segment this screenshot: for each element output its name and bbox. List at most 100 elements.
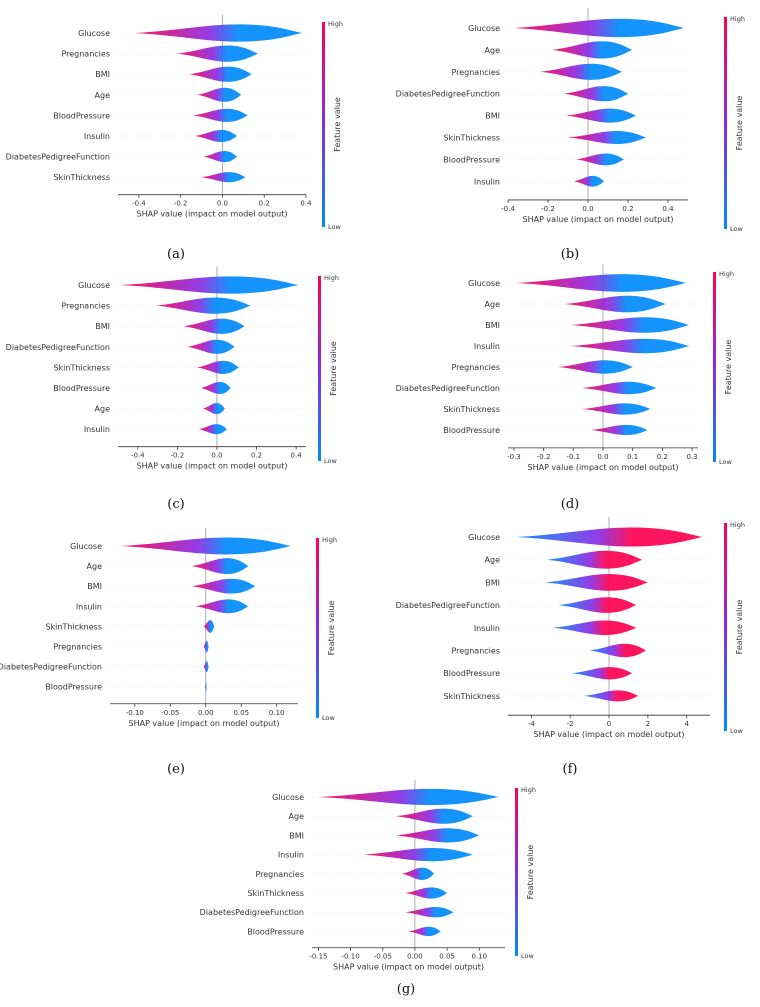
feature-label: BloodPressure (53, 384, 110, 393)
violin-glucose (514, 18, 684, 38)
feature-label: SkinThickness (247, 889, 304, 898)
panel-e: Glucose Age BMI Insulin SkinThickness Pregnan… (0, 527, 337, 777)
colorbar (318, 276, 321, 461)
x-axis-label: SHAP value (impact on model output) (534, 730, 685, 739)
x-tick-label: 0.2 (251, 452, 262, 460)
x-tick-label: 0.10 (269, 709, 285, 717)
violin-bmi (570, 317, 690, 333)
violin-bmi (544, 574, 648, 591)
colorbar (316, 538, 319, 718)
violin-skinthickness (405, 887, 448, 899)
colorbar-high-label: High (324, 274, 339, 282)
feature-label: Insulin (278, 851, 304, 860)
x-tick-label: 2 (646, 720, 650, 728)
colorbar-high-label: High (719, 270, 734, 278)
feature-label: SkinThickness (53, 173, 110, 182)
violin-insulin (552, 620, 637, 636)
violin-bloodpressure (201, 381, 231, 395)
violin-diabetespedigreefunction (203, 151, 238, 163)
x-axis-label: SHAP value (impact on model output) (137, 462, 288, 471)
x-tick-label: -0.10 (126, 709, 144, 717)
feature-label: Insulin (474, 624, 500, 633)
colorbar (515, 788, 518, 956)
violin-glucose (119, 276, 299, 294)
feature-label: Age (485, 300, 501, 309)
x-tick-label: -0.2 (541, 205, 555, 213)
feature-label: DiabetesPedigreeFunction (6, 153, 110, 162)
feature-label: Insulin (76, 602, 102, 611)
feature-label: BMI (485, 321, 500, 330)
x-tick-label: -0.05 (374, 953, 392, 961)
feature-label: BMI (95, 70, 110, 79)
x-tick-label: 0.4 (300, 200, 312, 208)
colorbar-title: Feature value (526, 845, 535, 900)
feature-label: DiabetesPedigreeFunction (396, 601, 500, 610)
x-tick-label: -2 (567, 720, 574, 728)
violin-insulin (195, 129, 238, 143)
feature-label: DiabetesPedigreeFunction (0, 663, 102, 672)
violin-insulin (199, 424, 227, 435)
feature-label: Age (87, 562, 103, 571)
feature-label: BloodPressure (53, 111, 110, 120)
feature-label: DiabetesPedigreeFunction (396, 384, 500, 393)
panel-caption: (a) (167, 247, 185, 262)
violin-bloodpressure (408, 926, 441, 937)
x-tick-label: 0.2 (259, 200, 270, 208)
feature-label: Age (95, 405, 111, 414)
x-tick-label: -0.1 (566, 453, 580, 461)
feature-label: Pregnancies (451, 363, 500, 372)
feature-label: Age (289, 812, 305, 821)
violin-bmi (189, 66, 252, 82)
violin-insulin (574, 175, 604, 187)
violin-diabetespedigreefunction (582, 381, 657, 395)
violin-bloodpressure (193, 108, 248, 122)
colorbar-high-label: High (730, 521, 745, 529)
panel-f: Glucose Age BMI DiabetesPedigreeFunction Ins… (396, 516, 745, 777)
colorbar-low-label: Low (322, 714, 335, 722)
violin-diabetespedigreefunction (203, 661, 209, 673)
violin-diabetespedigreefunction (558, 597, 637, 613)
feature-label: Insulin (84, 425, 110, 434)
x-tick-label: -0.4 (132, 200, 146, 208)
violin-insulin (195, 599, 249, 614)
feature-label: Pregnancies (451, 68, 500, 77)
colorbar-low-label: Low (521, 952, 534, 960)
violin-skinthickness (583, 690, 639, 702)
colorbar (713, 272, 716, 462)
colorbar-title: Feature value (735, 96, 744, 151)
violin-glucose (516, 274, 687, 292)
violin-insulin (363, 847, 473, 862)
panel-caption: (b) (561, 247, 579, 262)
violin-skinthickness (568, 131, 646, 144)
x-tick-label: 0.0 (217, 200, 228, 208)
colorbar-title: Feature value (333, 97, 342, 152)
colorbar (724, 523, 727, 731)
x-tick-label: 0.00 (407, 953, 423, 961)
violin-diabetespedigreefunction (564, 86, 628, 102)
x-tick-label: 0.05 (233, 709, 249, 717)
feature-label: SkinThickness (45, 622, 102, 631)
colorbar-low-label: Low (730, 727, 743, 735)
feature-label: Glucose (78, 281, 110, 290)
panel-caption: (g) (397, 982, 415, 997)
x-tick-label: 0.0 (211, 452, 222, 460)
panel-caption: (d) (561, 497, 579, 512)
panel-b: Glucose Age Pregnancies DiabetesPedigreeFun… (396, 8, 745, 262)
x-tick-label: 0 (607, 720, 611, 728)
violin-glucose (120, 537, 291, 555)
feature-label: SkinThickness (443, 692, 500, 701)
x-tick-label: 0.4 (662, 205, 674, 213)
x-tick-label: 4 (684, 720, 689, 728)
x-tick-label: 0.3 (686, 453, 697, 461)
panel-caption: (c) (167, 497, 184, 512)
feature-label: BMI (95, 322, 110, 331)
feature-label: DiabetesPedigreeFunction (6, 343, 110, 352)
x-tick-label: -0.15 (309, 953, 327, 961)
panel-d: Glucose Age BMI Insulin Pregnancies DiabetesP… (396, 264, 734, 512)
feature-label: Glucose (70, 542, 102, 551)
feature-label: Pregnancies (451, 647, 500, 656)
feature-label: SkinThickness (53, 363, 110, 372)
violin-pregnancies (155, 297, 251, 314)
feature-label: BMI (485, 578, 500, 587)
